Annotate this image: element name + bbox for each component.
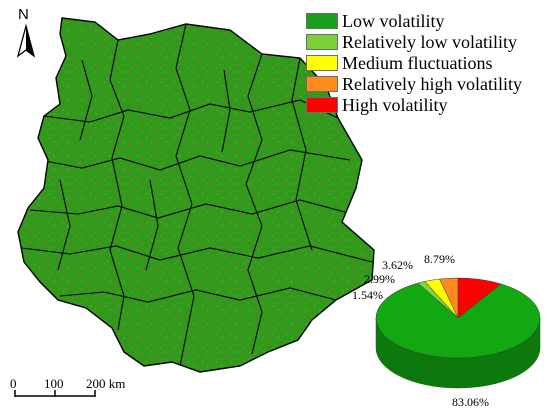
north-label: N <box>18 6 29 23</box>
legend-label: Low volatility <box>342 10 445 31</box>
pie-value-label: 1.54% <box>352 288 383 302</box>
legend-item-relatively-high: Relatively high volatility <box>306 73 522 94</box>
legend-swatch <box>306 75 338 92</box>
legend-label: High volatility <box>342 94 448 115</box>
pie-value-label: 2.99% <box>364 272 395 286</box>
north-arrow: N <box>12 6 40 62</box>
legend-swatch <box>306 54 338 71</box>
legend-swatch <box>306 33 338 50</box>
pie-slices <box>375 277 541 359</box>
legend-label: Relatively high volatility <box>342 73 522 94</box>
legend-item-medium: Medium fluctuations <box>306 52 522 73</box>
scale-bar: 0 100 200 km <box>10 376 210 406</box>
pie-value-label: 8.79% <box>424 252 455 266</box>
legend-item-low: Low volatility <box>306 10 522 31</box>
county-boundaries <box>21 23 373 367</box>
pie-chart <box>375 277 541 389</box>
legend-item-relatively-low: Relatively low volatility <box>306 31 522 52</box>
pie-slice <box>375 282 541 359</box>
scale-tick-label: 200 km <box>86 376 126 391</box>
scale-tick-label: 0 <box>10 376 17 391</box>
pie-value-label: 83.06% <box>452 395 489 409</box>
pie-value-label: 3.62% <box>382 258 413 272</box>
scale-tick-label: 100 <box>44 376 64 391</box>
legend: Low volatility Relatively low volatility… <box>306 10 522 115</box>
north-arrow-icon <box>16 23 36 58</box>
legend-label: Relatively low volatility <box>342 31 517 52</box>
legend-item-high: High volatility <box>306 94 522 115</box>
legend-swatch <box>306 12 338 29</box>
scale-bar-line <box>14 390 96 397</box>
legend-label: Medium fluctuations <box>342 52 493 73</box>
legend-swatch <box>306 96 338 113</box>
